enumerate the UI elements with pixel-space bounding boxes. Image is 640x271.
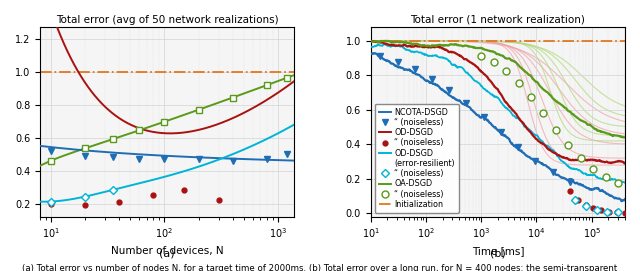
Title: Total error (1 network realization): Total error (1 network realization) bbox=[410, 15, 586, 25]
Text: (b): (b) bbox=[490, 249, 506, 259]
Legend: NCOTA-DSGD, “ (noiseless), OD-DSGD, “ (noiseless), OD-DSGD, (error-resilient), “: NCOTA-DSGD, “ (noiseless), OD-DSGD, “ (n… bbox=[375, 104, 459, 213]
X-axis label: Number of devices, N: Number of devices, N bbox=[111, 246, 223, 256]
Title: Total error (avg of 50 network realizations): Total error (avg of 50 network realizati… bbox=[56, 15, 278, 25]
Text: (a): (a) bbox=[159, 249, 175, 259]
Text: (a) Total error vs number of nodes N, for a target time of 2000ms. (b) Total err: (a) Total error vs number of nodes N, fo… bbox=[22, 264, 618, 271]
X-axis label: Time [ms]: Time [ms] bbox=[472, 246, 524, 256]
